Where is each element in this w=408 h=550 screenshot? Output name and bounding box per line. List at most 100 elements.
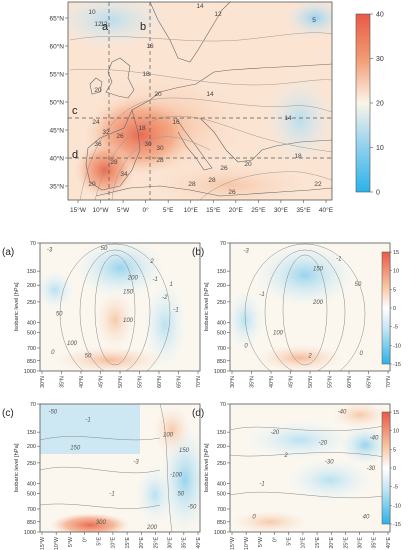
panel-c-contour-label: -1 xyxy=(85,417,90,423)
panel-b-y-tick-label: 200 xyxy=(217,283,226,289)
panel-d-cool-right xyxy=(340,425,390,465)
map-colorbar-tick-label: 30 xyxy=(376,56,384,63)
diverging-colorbar-tick-label: 5 xyxy=(393,287,396,293)
panel-c-x-tick-label: 15°W xyxy=(40,537,46,550)
map-y-tick-label: 55°N xyxy=(49,71,64,79)
panel-b-cool-upper xyxy=(255,243,355,307)
coastline-italy xyxy=(175,117,213,171)
map-frame xyxy=(67,1,333,201)
map-contour-label: 22 xyxy=(314,181,322,188)
map-cool-east xyxy=(265,75,332,165)
diverging-colorbar-tick-label: -5 xyxy=(393,325,398,331)
panel-c-contour-label: 50 xyxy=(177,492,184,498)
map-y-tick-label: 35°N xyxy=(49,183,64,191)
panel-c-x-tick-label: 10°W xyxy=(54,537,60,550)
panel-c-x-tick-label: 40°E xyxy=(196,537,202,549)
map-contour-label: 26 xyxy=(220,165,228,172)
panel-a-y-tick-label: 70 xyxy=(30,241,36,247)
panel-a-x-tick-label: 50°N xyxy=(118,376,124,388)
diverging-colorbar-tick-label: 10 xyxy=(393,269,399,275)
panel-c: (c)Isobaric level [hPa]70150200250400500… xyxy=(2,402,202,550)
map-colorbar-tick-label: 10 xyxy=(376,145,384,152)
panel-d-y-tick-label: 70 xyxy=(220,402,226,408)
panel-b-y-tick-label: 70 xyxy=(220,241,226,247)
diverging-colorbar-tick-label: 0 xyxy=(393,306,396,312)
map-contour-label: 18 xyxy=(138,125,146,132)
panel-c-contour-label: -50 xyxy=(188,504,197,510)
diverging-colorbar xyxy=(381,251,391,365)
panel-b-ylabel: Isobaric level [hPa] xyxy=(204,282,210,331)
panel-a-cool-upper xyxy=(75,243,165,298)
panel-c-x-tick-label: 0° xyxy=(82,537,88,542)
panel-c-y-tick-label: 200 xyxy=(27,444,36,450)
panel-a-y-tick-label: 850 xyxy=(27,359,36,365)
panel-d-y-tick-label: 700 xyxy=(217,507,226,513)
panel-c-contour-label: 150 xyxy=(179,448,190,454)
panel-b-contour-label: -1 xyxy=(336,256,341,262)
map-contour xyxy=(79,97,332,200)
panel-d-x-tick-label: 10°W xyxy=(244,537,250,550)
map-colorbar-tick-label: 0 xyxy=(376,190,380,197)
diverging-colorbar-tick-label: -10 xyxy=(393,503,401,509)
panel-b-y-tick-label: 400 xyxy=(217,320,226,326)
map-x-tick-label: 35°E xyxy=(296,206,311,214)
panel-b-contour xyxy=(264,249,346,371)
map-y-tick-label: 50°N xyxy=(49,99,64,107)
map-contour-label: 20 xyxy=(94,87,102,94)
map-contour-label: 12 xyxy=(94,21,102,28)
panel-a-y-tick-label: 400 xyxy=(27,320,36,326)
panel-a-y-tick-label: 700 xyxy=(27,346,36,352)
panel-a-x-tick-label: 30°N xyxy=(40,376,46,388)
panel-d-x-tick-label: 30°E xyxy=(357,537,363,549)
map-x-tick-label: 5°W xyxy=(117,206,130,214)
map-colorbar xyxy=(355,13,371,193)
panel-b-x-tick-label: 65°N xyxy=(366,376,372,388)
panel-a-contour xyxy=(59,243,171,371)
panel-d-y-tick-label: 250 xyxy=(217,461,226,467)
panel-b-x-tick-label: 55°N xyxy=(327,376,333,388)
map-contour-label: 20 xyxy=(88,181,96,188)
panel-a-x-tick-label: 55°N xyxy=(137,376,143,388)
coastline-north-africa xyxy=(95,185,332,197)
panel-a-x-tick-label: 60°N xyxy=(157,376,163,388)
panel-a-contour-label: 0 xyxy=(51,350,55,356)
panel-c-x-tick-label: 35°E xyxy=(182,537,188,549)
section-label-b: b xyxy=(140,21,146,33)
panel-c-contour-label: -3 xyxy=(133,460,139,466)
panel-c-contour-label: 150 xyxy=(70,446,81,452)
section-label-a: a xyxy=(102,21,109,33)
map-x-tick-label: 10°W xyxy=(93,206,110,214)
panel-a-contour-label: 2 xyxy=(149,259,154,265)
panel-b-y-tick-label: 250 xyxy=(217,300,226,306)
panel-a: (a)Isobaric level [hPa]70150200250400500… xyxy=(2,241,202,388)
panel-c-contour-label: 200 xyxy=(146,525,158,531)
map-contour-label: 14 xyxy=(284,115,292,122)
panel-b: (b)Isobaric level [hPa]70150200250400500… xyxy=(192,241,392,388)
panel-c-y-tick-label: 150 xyxy=(27,430,36,436)
diverging-colorbar-tick-label: -15 xyxy=(393,362,401,368)
map-x-tick-label: 25°E xyxy=(251,206,266,214)
panel-a-contour-label: -1 xyxy=(153,277,158,283)
coastline-ireland xyxy=(89,77,103,95)
map-x-tick-label: 10°E xyxy=(184,206,199,214)
panel-a-contour-label: 150 xyxy=(123,290,134,296)
panel-d-contour-label: -30 xyxy=(325,460,334,466)
panel-b-contour xyxy=(282,254,328,366)
coastline-balkans xyxy=(199,117,332,163)
panel-a-y-tick-label: 250 xyxy=(27,300,36,306)
panel-b-x-tick-label: 40°N xyxy=(269,376,275,388)
coastline-scandinavia xyxy=(149,2,231,63)
coastline-iberia xyxy=(85,109,141,191)
panel-c-contour-label: -100 xyxy=(170,472,183,478)
map-contour-label: 30 xyxy=(156,145,164,152)
panel-b-x-tick-label: 50°N xyxy=(308,376,314,388)
coastline-continent xyxy=(131,63,332,111)
diverging-colorbar-tick-label: 10 xyxy=(393,429,399,435)
panel-a-cool-right xyxy=(143,280,187,370)
panel-a-contour-label: -3 xyxy=(47,247,53,253)
panel-d-contour-label: -40 xyxy=(370,435,379,441)
panel-a-x-tick-label: 65°N xyxy=(176,376,182,388)
panel-d-contour-label: -20 xyxy=(318,440,327,446)
panel-a-x-tick-label: 70°N xyxy=(196,376,202,388)
